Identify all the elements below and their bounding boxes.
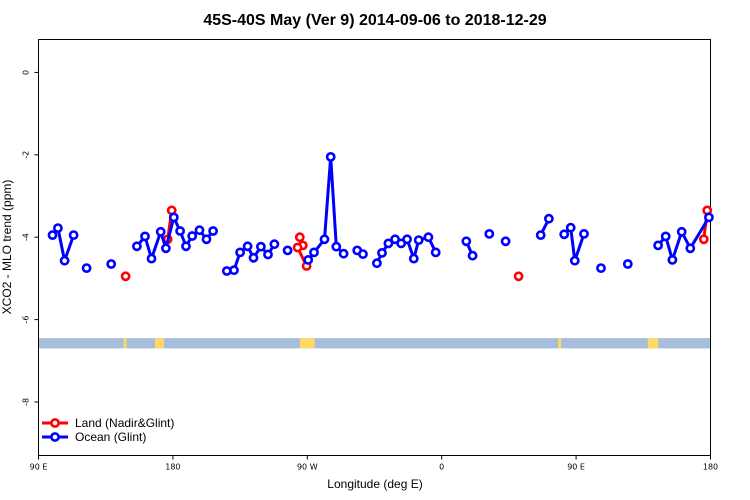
legend: Land (Nadir&Glint)Ocean (Glint) [42,416,174,444]
land-band-segment [154,338,164,349]
y-tick-label: 0 [22,70,31,75]
data-point [338,248,349,259]
data-point [181,241,191,252]
x-tick-label: 0 [439,463,444,472]
data-point [676,226,687,237]
data-point [168,212,179,223]
x-tick-label: 180 [165,463,180,472]
data-point [242,241,253,252]
data-point [383,238,394,249]
data-point [81,263,92,273]
data-point [461,236,472,247]
data-point [653,240,663,251]
land-band-segment [558,338,562,349]
data-point [292,242,303,253]
data-point [106,259,117,269]
ocean-band [38,338,711,349]
series-group [47,151,714,276]
data-point [120,271,131,282]
data-point [423,232,434,243]
land-ocean-band [38,338,711,349]
land-band-segment [123,338,127,349]
x-tick-label: 180 [703,463,718,472]
series-layer [47,151,714,282]
data-point [402,234,412,245]
data-point [229,265,239,276]
land-band-segment [647,338,659,349]
data-point [255,241,266,252]
data-point [194,225,205,236]
data-point [667,254,678,265]
y-tick-label: -6 [22,316,31,324]
data-point [146,253,157,264]
x-tick-label: 90 E [567,463,585,472]
data-point [263,249,273,260]
y-tick-label: -4 [22,233,31,241]
data-point [377,247,387,258]
data-point [331,241,342,252]
data-point [484,228,495,239]
data-point [358,249,368,259]
data-point [685,243,696,254]
data-point [59,255,70,266]
data-point [131,241,142,252]
data-point [408,253,419,264]
data-point [282,245,293,256]
x-tick-label: 90 E [30,463,48,472]
data-point [704,212,714,223]
data-point [622,259,633,269]
data-point [269,239,280,250]
data-point [569,255,580,266]
land-band-segment [299,338,315,349]
data-point [235,247,245,258]
x-axis-label: Longitude (deg E) [327,477,422,491]
data-point [303,254,314,265]
data-point [698,234,709,245]
data-point [413,235,424,245]
data-point [175,226,185,236]
data-point [596,263,606,273]
x-tick-label: 90 W [297,463,318,472]
data-point [155,226,166,237]
data-point [500,236,511,247]
data-point [47,230,58,240]
axes: 90 E 180 90 W 0 90 E 180 0 -2 -4 -6 -8 [22,70,719,472]
data-point [559,229,570,240]
data-point [467,250,478,261]
data-point [660,231,671,242]
data-point [371,258,382,269]
data-point [579,228,589,239]
data-point [187,231,198,241]
chart-title: 45S-40S May (Ver 9) 2014-09-06 to 2018-1… [203,12,546,29]
data-point [565,222,576,233]
data-point [248,252,259,263]
data-point [309,247,319,258]
legend-label: Ocean (Glint) [75,430,146,444]
data-point [140,231,150,242]
plot-frame [38,39,711,456]
data-point [513,271,524,282]
legend-marker [50,432,60,442]
data-point [68,230,79,240]
data-point [201,234,212,245]
data-point [208,226,218,236]
data-point [325,151,336,162]
data-point [294,232,305,243]
data-point [319,234,330,245]
y-tick-label: -8 [22,398,31,406]
data-point [53,223,63,233]
y-axis-label: XCO2 - MLO trend (ppm) [0,180,14,315]
data-point [160,243,171,254]
data-point [544,213,554,224]
data-point [535,230,546,240]
legend-marker [50,418,60,428]
y-tick-label: -2 [22,151,31,159]
data-point [430,247,441,258]
legend-label: Land (Nadir&Glint) [75,416,174,430]
